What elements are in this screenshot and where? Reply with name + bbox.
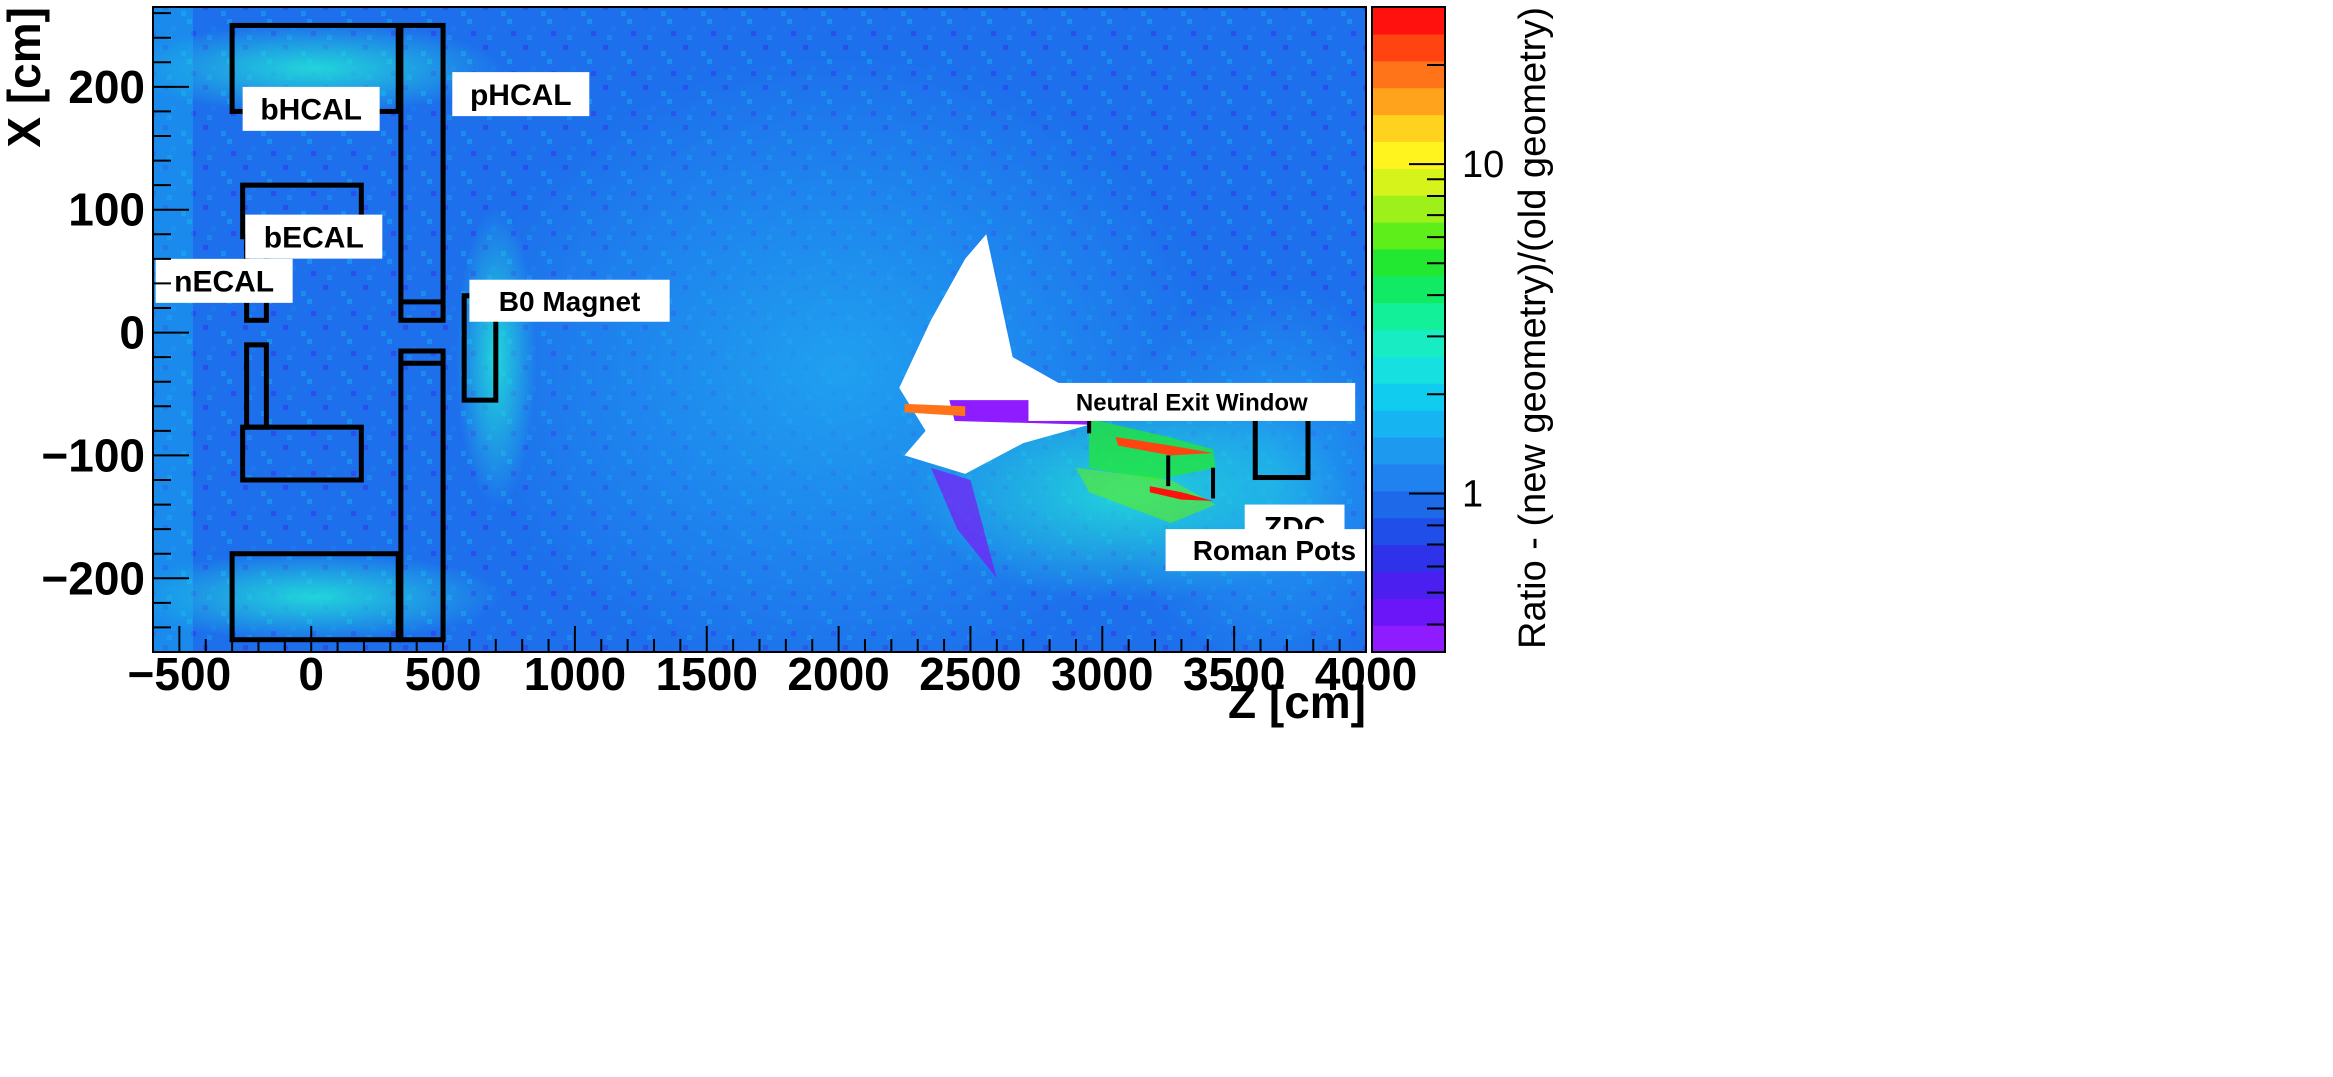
colorbar-segment	[1372, 437, 1445, 465]
x-tick-label: 3500	[1183, 648, 1285, 700]
x-tick-label: 1500	[656, 648, 758, 700]
x-tick-label: 4000	[1315, 648, 1417, 700]
detector-label-box	[452, 72, 590, 117]
detector-label-box	[155, 258, 293, 303]
colorbar-segment	[1372, 195, 1445, 223]
detector-label-box	[469, 279, 670, 322]
y-tick-label: 0	[119, 307, 145, 359]
colorbar-segment	[1372, 571, 1445, 599]
colorbar-segment	[1372, 490, 1445, 519]
detector-region-box	[244, 342, 269, 430]
detector-label: Roman Pots	[1193, 535, 1356, 566]
x-tick-label: 1000	[524, 648, 626, 700]
green-streak-lower	[1075, 467, 1216, 523]
glow-region	[153, 551, 504, 642]
detector-label: nECAL	[174, 266, 274, 299]
colorbar-segment	[1372, 114, 1445, 142]
left-edge-noise	[153, 7, 193, 652]
red-streak-upper	[904, 403, 966, 417]
red-streak-lower	[1149, 486, 1214, 501]
detector-region-box	[398, 22, 446, 323]
detector-label: Neutral Exit Window	[1076, 390, 1308, 417]
y-axis: −200 −100 0 100 200	[41, 12, 189, 653]
colorbar-tick-label: 10	[1462, 144, 1504, 186]
colorbar-segment	[1372, 87, 1445, 116]
detector-label: bHCAL	[260, 94, 362, 127]
y-tick-label: 100	[68, 184, 145, 236]
x-tick-label: 2000	[787, 648, 889, 700]
colorbar-segment	[1372, 302, 1445, 331]
x-tick-label: 2500	[919, 648, 1021, 700]
detector-label-box	[245, 214, 383, 259]
detector-label-box	[1028, 382, 1356, 421]
colorbar-segment	[1372, 383, 1445, 411]
plot-area	[153, 7, 1366, 652]
y-tick-label: −100	[41, 429, 145, 481]
x-tick-label: −500	[128, 648, 232, 700]
y-axis-title: X [cm]	[0, 7, 50, 148]
detector-label-box	[242, 86, 380, 131]
colorbar-tick-label: 1	[1462, 473, 1483, 515]
detector-label: B0 Magnet	[499, 286, 641, 317]
colorbar-frame	[1371, 6, 1446, 653]
x-tick-label: 500	[405, 648, 482, 700]
colorbar-segment	[1372, 625, 1445, 653]
colorbar-segment	[1372, 356, 1445, 384]
colorbar-segment	[1372, 517, 1445, 546]
y-tick-label: 200	[68, 61, 145, 113]
x-tick-label: 3000	[1051, 648, 1153, 700]
x-tick-label: 0	[298, 648, 324, 700]
colorbar-segment	[1372, 7, 1445, 35]
colorbar-segment	[1372, 598, 1445, 626]
colorbar-segment	[1372, 329, 1445, 357]
colorbar-segment	[1372, 463, 1445, 492]
detector-region-box	[240, 424, 364, 483]
x-axis: −500 0 500 1000 1500 2000 2500 3000 3500 4000	[128, 626, 1417, 700]
red-streak	[1115, 437, 1214, 456]
colorbar-segment	[1372, 275, 1445, 304]
detector-labels: bHCAL pHCAL bECAL nECAL B0 Magnet Neutral Exi…	[155, 72, 1384, 572]
colorbar-segment	[1372, 222, 1445, 250]
detector-region-box	[229, 551, 401, 643]
detector-label: bECAL	[264, 221, 364, 254]
colorbar-segment	[1372, 410, 1445, 438]
colorbar-title: Ratio - (new geometry)/(old geometry)	[1512, 7, 1554, 649]
detector-label: pHCAL	[470, 79, 572, 112]
x-axis-title: Z [cm]	[1228, 676, 1366, 728]
detector-label-box	[1165, 529, 1384, 572]
y-tick-label: −200	[41, 552, 145, 604]
colorbar: 1 10	[1371, 6, 1504, 653]
colorbar-segment	[1372, 544, 1445, 572]
detector-region-box	[398, 348, 446, 643]
glow-region	[153, 23, 504, 114]
colorbar-segment	[1372, 168, 1445, 196]
purple-wedge	[930, 467, 997, 579]
colorbar-segment	[1372, 33, 1445, 62]
